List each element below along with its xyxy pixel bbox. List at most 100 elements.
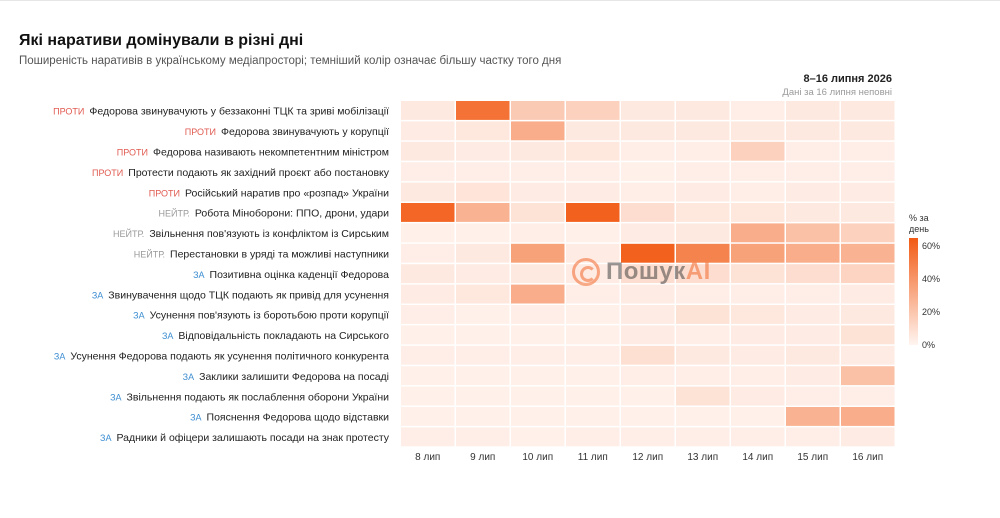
heatmap-cell: [676, 141, 730, 161]
heatmap-cell: [621, 203, 675, 222]
heatmap-cell: [511, 325, 565, 345]
heatmap-cell: [511, 101, 565, 120]
heatmap-cell: [566, 366, 620, 386]
heatmap-cell: [401, 427, 455, 447]
legend-tick-label: 60%: [922, 241, 940, 251]
legend-title: % за: [909, 213, 929, 223]
row-label: ЗА Звинувачення щодо ТЦК подають як приві…: [92, 289, 389, 301]
heatmap-cell: [731, 284, 785, 304]
heatmap-cell: [731, 101, 785, 120]
heatmap-cell: [566, 427, 620, 447]
watermark-text: ПошукAI: [606, 258, 711, 286]
heatmap-cell: [841, 325, 895, 345]
x-tick-label: 15 лип: [797, 452, 828, 463]
heatmap-cell: [456, 305, 510, 324]
heatmap-cell: [786, 284, 840, 304]
heatmap-cell: [841, 162, 895, 182]
heatmap-cell: [786, 223, 840, 243]
narrative-label: Звільнення подають як послаблення оборон…: [127, 391, 390, 403]
heatmap-cell: [731, 427, 785, 447]
heatmap-cell: [511, 427, 565, 447]
heatmap-cell: [511, 264, 565, 284]
heatmap-cell: [621, 386, 675, 406]
heatmap-cell: [456, 243, 510, 263]
heatmap-cell: [621, 366, 675, 386]
heatmap-cell: [786, 182, 840, 202]
stance-tag: ПРОТИ: [149, 188, 180, 198]
stance-tag: ЗА: [193, 270, 204, 280]
row-label: ЗА Радники й офіцери залишають посади на …: [100, 432, 390, 444]
legend-tick-label: 0%: [922, 340, 935, 350]
heatmap-cell: [841, 386, 895, 406]
heatmap-cell: [456, 203, 510, 222]
stance-tag: ЗА: [183, 372, 194, 382]
chart-title: Які наративи домінували в різні дні: [19, 32, 304, 49]
heatmap-cell: [621, 141, 675, 161]
heatmap-cell: [456, 182, 510, 202]
stance-tag: ЗА: [110, 392, 121, 402]
x-tick-label: 13 лип: [687, 452, 718, 463]
heatmap-cell: [401, 345, 455, 365]
heatmap-cell: [676, 101, 730, 120]
heatmap-cell: [456, 284, 510, 304]
heatmap-cell: [676, 386, 730, 406]
x-tick-label: 9 лип: [470, 452, 495, 463]
legend-tick-label: 40%: [922, 274, 940, 284]
heatmap-cell: [401, 223, 455, 243]
heatmap-cell: [401, 386, 455, 406]
heatmap-cell: [731, 407, 785, 426]
heatmap-cell: [731, 264, 785, 284]
heatmap-cell: [841, 305, 895, 324]
heatmap-cell: [786, 162, 840, 182]
heatmap-cell: [621, 223, 675, 243]
row-label: НЕЙТР. Перестановки в уряді та можливі на…: [134, 249, 389, 261]
heatmap-cell: [566, 243, 620, 263]
heatmap-cell: [841, 284, 895, 304]
heatmap-cell: [511, 162, 565, 182]
heatmap-cell: [566, 141, 620, 161]
x-tick-label: 8 лип: [415, 452, 440, 463]
row-label: ПРОТИ Російський наратив про «розпад» Укр…: [149, 187, 389, 199]
heatmap-cell: [401, 407, 455, 426]
heatmap-cell: [621, 345, 675, 365]
heatmap-cell: [456, 325, 510, 345]
heatmap-cell: [621, 121, 675, 141]
heatmap-cell: [786, 366, 840, 386]
heatmap-cell: [676, 325, 730, 345]
heatmap-cell: [566, 305, 620, 324]
heatmap-cell: [676, 162, 730, 182]
x-tick-label: 16 лип: [852, 452, 883, 463]
heatmap-cell: [511, 243, 565, 263]
stance-tag: ЗА: [190, 413, 201, 423]
data-note: Дані за 16 липня неповні: [782, 87, 892, 98]
row-label: ПРОТИ Федорова звинувачують у беззаконні …: [53, 106, 389, 118]
heatmap-cell: [401, 325, 455, 345]
narrative-label: Федорова звинувачують у корупції: [221, 126, 389, 138]
narrative-label: Усунення Федорова подають як усунення по…: [70, 351, 389, 363]
heatmap-cell: [786, 203, 840, 222]
watermark-brand: Пошук: [606, 258, 686, 285]
heatmap-cell: [511, 305, 565, 324]
heatmap-cell: [676, 264, 730, 284]
heatmap-cell: [401, 162, 455, 182]
narrative-label: Усунення пов'язують із боротьбою проти к…: [150, 310, 389, 322]
heatmap-cell: [841, 407, 895, 426]
heatmap-cell: [676, 243, 730, 263]
heatmap-cell: [456, 407, 510, 426]
heatmap-cell: [786, 141, 840, 161]
heatmap-cell: [456, 345, 510, 365]
heatmap-cell: [786, 101, 840, 120]
heatmap-cell: [841, 345, 895, 365]
heatmap-cell: [621, 264, 675, 284]
heatmap-cell: [566, 203, 620, 222]
heatmap-cell: [511, 141, 565, 161]
heatmap-cell: [621, 407, 675, 426]
heatmap-cell: [566, 223, 620, 243]
heatmap-cell: [841, 223, 895, 243]
narrative-label: Федорова звинувачують у беззаконні ТЦК т…: [89, 106, 389, 118]
heatmap-cell: [566, 386, 620, 406]
heatmap-cell: [841, 182, 895, 202]
heatmap-cell: [676, 121, 730, 141]
narrative-label: Робота Міноборони: ППО, дрони, удари: [195, 208, 389, 220]
heatmap-cell: [401, 264, 455, 284]
